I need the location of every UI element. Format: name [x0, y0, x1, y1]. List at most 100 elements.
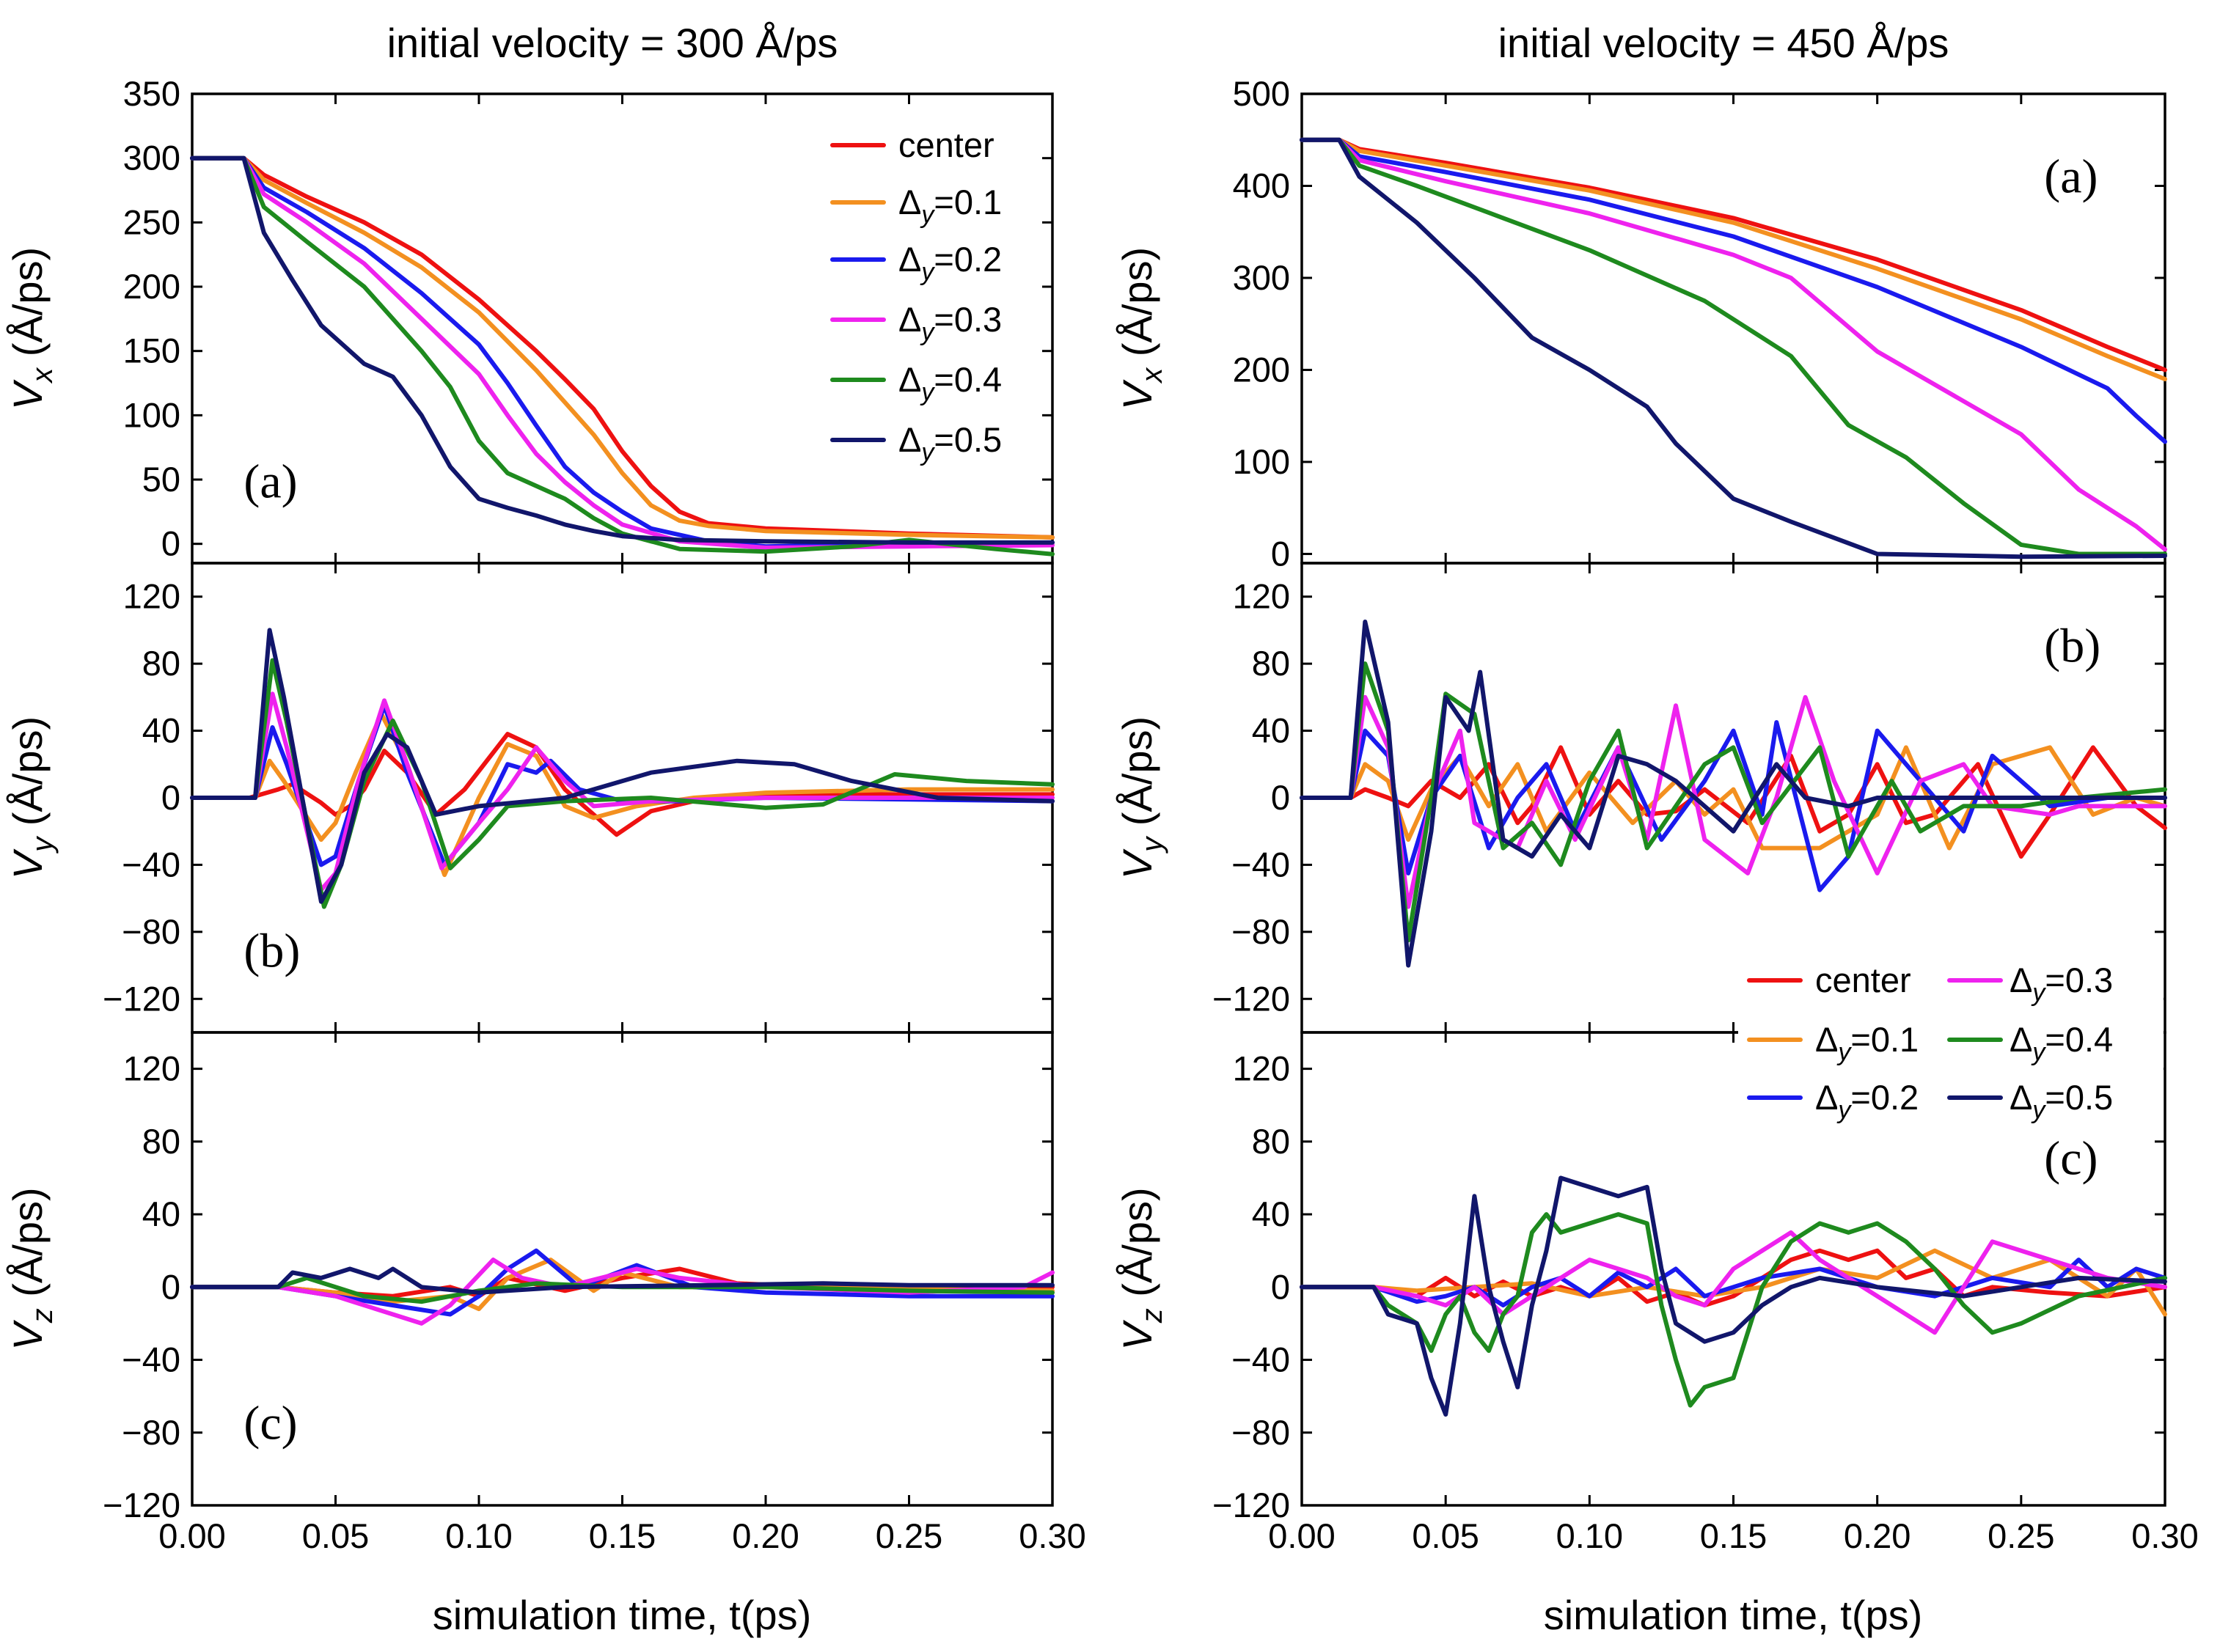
legend-label-d03: Δy=0.3 — [2010, 961, 2113, 1007]
series-line-d03 — [190, 155, 1055, 550]
y-tick-label: 50 — [142, 460, 180, 499]
y-axis-label: Vx (Å/ps) — [1114, 247, 1168, 410]
panel-tag: (c) — [243, 1397, 297, 1450]
y-tick-label: 100 — [1233, 442, 1290, 481]
legend-right-vy: center Δy=0.1 Δy=0.2 Δy=0.3 Δy=0.4 Δy=0.… — [1738, 955, 2164, 1138]
y-tick-label: 0 — [1271, 1267, 1290, 1306]
x-tick-label: 0.25 — [876, 1516, 942, 1555]
y-tick-label: 500 — [1233, 74, 1290, 113]
y-axis-label: Vz (Å/ps) — [1114, 1187, 1168, 1350]
y-tick-label: 0 — [161, 524, 180, 563]
series-line-d04 — [1300, 1212, 2167, 1408]
y-tick-label: 150 — [123, 331, 180, 370]
left-x-axis-label: simulation time, t(ps) — [433, 1592, 812, 1638]
x-tick-label: 0.20 — [1844, 1516, 1911, 1555]
y-tick-label: 100 — [123, 395, 180, 434]
y-tick-label: −80 — [1231, 1413, 1290, 1452]
y-tick-label: 120 — [1233, 577, 1290, 616]
left-vx-panel: 0 50 100 150 200 250 300 350 Vx (Å/ps) (a) — [4, 74, 1055, 565]
y-tick-label: −80 — [122, 1413, 180, 1452]
panel-tag: (b) — [243, 924, 300, 977]
left-column-title: initial velocity = 300 Å/ps — [387, 20, 838, 66]
right-column-title: initial velocity = 450 Å/ps — [1498, 20, 1949, 66]
series-line-d05 — [190, 1266, 1055, 1295]
panel-tag: (c) — [2044, 1132, 2098, 1186]
x-tick-label: 0.05 — [302, 1516, 369, 1555]
y-axis-label: Vz (Å/ps) — [4, 1187, 59, 1350]
y-tick-label: −80 — [122, 912, 180, 951]
x-tick-label: 0.00 — [158, 1516, 225, 1555]
y-tick-label: 200 — [123, 267, 180, 306]
y-tick-label: −40 — [1231, 1340, 1290, 1379]
series-line-d05 — [1300, 1175, 2167, 1417]
legend-label-d01: Δy=0.1 — [898, 183, 1002, 229]
y-tick-label: 40 — [1252, 1194, 1290, 1233]
x-tick-label: 0.05 — [1412, 1516, 1479, 1555]
series-line-center — [190, 155, 1055, 540]
series-line-d05 — [190, 155, 1055, 545]
y-tick-label: −40 — [122, 1340, 180, 1379]
series-line-d02 — [1300, 720, 2167, 892]
y-tick-label: 80 — [1252, 1122, 1290, 1161]
legend-label-d01: Δy=0.1 — [1815, 1020, 1919, 1066]
x-tick-label: 0.25 — [1988, 1516, 2054, 1555]
left-vy-panel: −120 −80 −40 0 40 80 120 Vy (Å/ps) (b) — [4, 562, 1055, 1034]
x-tick-label: 0.30 — [1019, 1516, 1085, 1555]
series-line-d04 — [190, 658, 1055, 909]
x-tick-label: 0.10 — [1556, 1516, 1623, 1555]
legend-label-d02: Δy=0.2 — [1815, 1078, 1919, 1124]
legend-label-center: center — [1815, 961, 1911, 999]
panel-tag: (a) — [2044, 150, 2098, 203]
legend-label-d02: Δy=0.2 — [898, 240, 1002, 286]
series-line-d03 — [1300, 137, 2167, 552]
y-tick-label: −40 — [1231, 845, 1290, 884]
y-tick-label: 40 — [1252, 711, 1290, 750]
series-line-center — [190, 732, 1055, 837]
series-line-d04 — [190, 155, 1055, 557]
series-line-d01 — [1300, 1248, 2167, 1317]
series-line-d04 — [1300, 137, 2167, 557]
series-line-d03 — [190, 691, 1055, 892]
series-line-d05 — [190, 628, 1055, 904]
y-tick-label: 80 — [1252, 644, 1290, 683]
legend-label-d05: Δy=0.5 — [898, 420, 1002, 466]
x-tick-label: 0.15 — [589, 1516, 656, 1555]
x-tick-label: 0.20 — [732, 1516, 799, 1555]
series-line-d05 — [1300, 620, 2167, 968]
series-line-d03 — [1300, 1230, 2167, 1335]
y-tick-label: 200 — [1233, 350, 1290, 389]
y-tick-label: 40 — [142, 711, 180, 750]
y-tick-label: −120 — [103, 979, 180, 1018]
legend-label-center: center — [898, 125, 994, 164]
y-tick-label: 350 — [123, 74, 180, 113]
series-line-d01 — [190, 155, 1055, 540]
y-axis-label: Vy (Å/ps) — [1114, 716, 1168, 879]
series-line-d05 — [1300, 137, 2167, 559]
y-tick-label: 0 — [161, 778, 180, 817]
legend-label-d04: Δy=0.4 — [898, 360, 1002, 406]
y-tick-label: 400 — [1233, 166, 1290, 205]
right-x-axis-label: simulation time, t(ps) — [1544, 1592, 1923, 1638]
y-axis-label: Vx (Å/ps) — [4, 247, 59, 410]
right-vy-panel: −120 −80 −40 0 40 80 120 Vy (Å/ps) (b) — [1114, 562, 2167, 1034]
legend-background — [1738, 955, 2164, 1138]
y-tick-label: −80 — [1231, 912, 1290, 951]
y-tick-label: −120 — [1212, 1486, 1290, 1524]
x-tick-label: 0.00 — [1268, 1516, 1335, 1555]
series-line-d04 — [1300, 661, 2167, 943]
right-vz-panel: −120 −80 −40 0 40 80 120 0.00 0.05 0.10 0.15 0.20 0.… — [1114, 1031, 2199, 1555]
y-tick-label: 0 — [161, 1267, 180, 1306]
y-tick-label: −120 — [103, 1486, 180, 1524]
y-tick-label: 0 — [1271, 534, 1290, 573]
legend-label-d05: Δy=0.5 — [2010, 1078, 2113, 1124]
y-tick-label: −40 — [122, 845, 180, 884]
y-tick-label: 0 — [1271, 778, 1290, 817]
y-tick-label: 120 — [1233, 1049, 1290, 1088]
y-tick-label: 300 — [123, 139, 180, 177]
legend-left-vx: center Δy=0.1 Δy=0.2 Δy=0.3 Δy=0.4 Δy=0.… — [830, 125, 1002, 466]
y-tick-label: 300 — [1233, 258, 1290, 297]
y-tick-label: 80 — [142, 1122, 180, 1161]
right-vx-panel: 0 100 200 300 400 500 Vx (Å/ps) (a) — [1114, 74, 2167, 573]
y-tick-label: 80 — [142, 644, 180, 683]
